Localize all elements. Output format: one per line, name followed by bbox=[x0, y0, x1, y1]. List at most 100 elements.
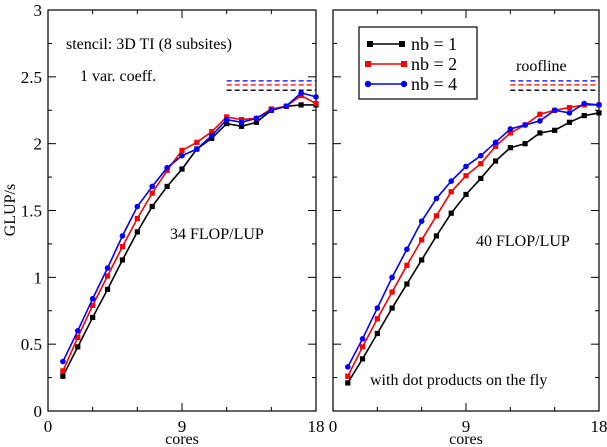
left-data-point bbox=[238, 119, 245, 126]
right-data-point bbox=[478, 175, 484, 182]
left-data-point bbox=[134, 229, 140, 235]
right-annotation-roofline: roofline bbox=[516, 58, 567, 75]
left-y-tick-label: 1.5 bbox=[21, 202, 42, 221]
right-data-point bbox=[419, 237, 425, 243]
left-data-point bbox=[283, 103, 290, 110]
left-annotation-stencil: stencil: 3D TI (8 subsites) bbox=[66, 36, 232, 53]
right-data-point bbox=[389, 289, 395, 295]
left-y-tick-label: 2.5 bbox=[21, 68, 42, 87]
left-data-point bbox=[60, 358, 66, 365]
right-data-point bbox=[433, 195, 440, 202]
left-data-point bbox=[209, 129, 215, 135]
right-data-point bbox=[581, 100, 588, 107]
right-data-point bbox=[566, 104, 573, 111]
left-data-point bbox=[179, 152, 185, 159]
right-data-point bbox=[596, 110, 602, 116]
right-data-point bbox=[448, 178, 455, 184]
left-data-point bbox=[179, 166, 185, 172]
right-data-point bbox=[522, 141, 528, 147]
left-data-point bbox=[298, 102, 304, 108]
right-data-point bbox=[448, 210, 454, 216]
left-data-point bbox=[208, 132, 215, 139]
legend-label-nb2: nb = 2 bbox=[411, 54, 457, 74]
left-x-axis-label: cores bbox=[165, 431, 199, 447]
legend-marker-nb2-end bbox=[401, 61, 407, 67]
left-y-tick-label: 1 bbox=[34, 268, 43, 287]
left-data-point bbox=[313, 100, 319, 107]
right-x-tick-label: 0 bbox=[329, 417, 338, 436]
legend-label-nb4: nb = 4 bbox=[411, 74, 457, 94]
right-data-point bbox=[463, 163, 469, 170]
right-data-point bbox=[537, 111, 543, 117]
right-data-point bbox=[374, 305, 381, 311]
right-data-point bbox=[419, 257, 425, 263]
right-data-point bbox=[389, 305, 395, 311]
right-annotation-dot: with dot products on the fly bbox=[370, 372, 547, 389]
left-data-point bbox=[119, 233, 126, 239]
left-data-point bbox=[75, 334, 81, 341]
right-data-point bbox=[345, 380, 351, 386]
right-data-point bbox=[552, 127, 558, 133]
left-data-point bbox=[149, 190, 155, 196]
right-data-point bbox=[477, 152, 484, 159]
left-data-point bbox=[89, 295, 96, 302]
left-data-point bbox=[104, 265, 111, 271]
right-annotation-flop: 40 FLOP/LUP bbox=[476, 233, 570, 250]
left-data-point bbox=[134, 215, 140, 222]
right-data-point bbox=[344, 364, 351, 370]
left-data-point bbox=[119, 243, 126, 250]
right-x-axis-label: cores bbox=[449, 431, 483, 447]
right-data-point bbox=[374, 316, 380, 322]
right-data-point bbox=[522, 122, 528, 128]
left-x-tick-label: 18 bbox=[308, 417, 325, 436]
left-data-point bbox=[223, 116, 230, 123]
legend-marker-nb4-end bbox=[400, 80, 408, 88]
legend-marker-nb1-end bbox=[399, 41, 405, 47]
left-y-tick-label: 2 bbox=[34, 135, 43, 154]
right-data-point bbox=[404, 246, 410, 253]
legend-marker-nb4 bbox=[364, 80, 372, 88]
right-data-point bbox=[492, 139, 499, 146]
left-data-point bbox=[74, 328, 81, 334]
left-data-point bbox=[224, 121, 230, 127]
right-data-point bbox=[492, 158, 499, 164]
left-data-point bbox=[149, 183, 156, 190]
left-data-point bbox=[253, 115, 260, 122]
left-data-point bbox=[253, 119, 260, 125]
left-data-point bbox=[298, 90, 304, 96]
right-data-point bbox=[433, 233, 440, 239]
legend-label-nb1: nb = 1 bbox=[411, 34, 457, 54]
left-data-point bbox=[268, 107, 275, 114]
left-data-point bbox=[104, 273, 111, 279]
left-x-tick-label: 0 bbox=[44, 417, 53, 436]
left-data-point bbox=[313, 94, 319, 100]
left-annotation-flop: 34 FLOP/LUP bbox=[170, 226, 264, 243]
legend: nb = 1 nb = 2 nb = 4 bbox=[358, 26, 478, 100]
left-data-point bbox=[119, 257, 126, 263]
right-data-point bbox=[345, 373, 351, 379]
right-data-point bbox=[551, 107, 558, 114]
left-data-point bbox=[134, 203, 141, 210]
right-data-point bbox=[374, 330, 380, 337]
left-data-point bbox=[238, 123, 245, 129]
right-data-point bbox=[359, 356, 366, 362]
right-data-point bbox=[359, 344, 366, 350]
left-data-point bbox=[194, 146, 200, 152]
left-data-point bbox=[60, 368, 66, 374]
right-data-point bbox=[389, 274, 395, 281]
right-data-point bbox=[566, 110, 573, 116]
y-axis-label: GLUP/s bbox=[2, 184, 19, 236]
right-data-point bbox=[404, 281, 410, 287]
right-data-point bbox=[507, 145, 513, 151]
right-data-point bbox=[581, 112, 587, 119]
right-data-point bbox=[433, 213, 440, 219]
left-data-point bbox=[194, 139, 200, 145]
right-data-point bbox=[463, 173, 469, 179]
right-data-point bbox=[418, 218, 425, 224]
left-y-tick-label: 0 bbox=[34, 402, 43, 421]
right-x-tick-label: 18 bbox=[591, 417, 607, 436]
left-data-point bbox=[90, 314, 96, 321]
right-data-point bbox=[507, 130, 513, 136]
